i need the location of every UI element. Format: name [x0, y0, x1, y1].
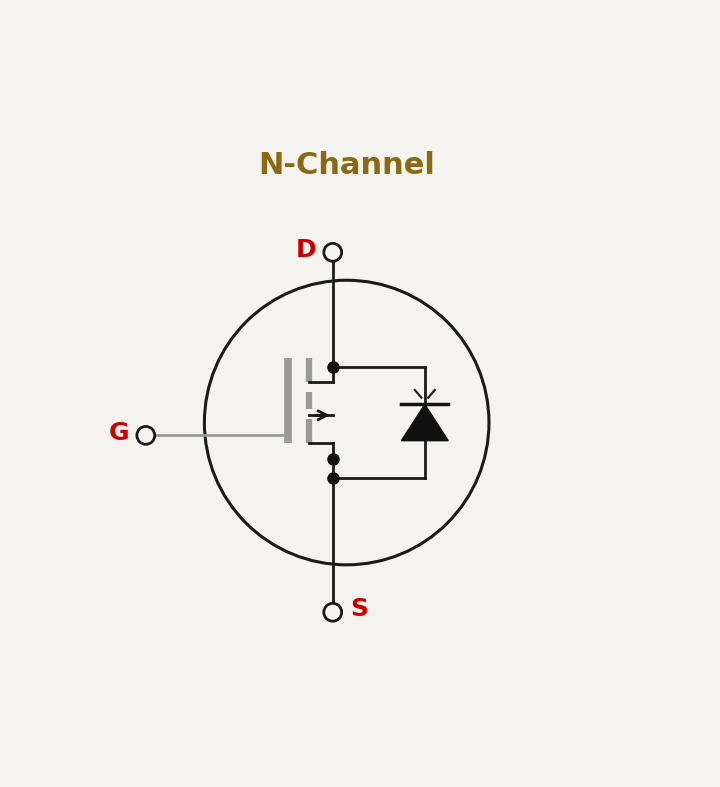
Circle shape [324, 243, 342, 261]
Circle shape [137, 427, 155, 445]
Circle shape [324, 604, 342, 621]
Text: G: G [109, 420, 129, 445]
Text: N-Channel: N-Channel [258, 151, 435, 180]
Text: S: S [351, 597, 369, 622]
Text: D: D [295, 238, 316, 261]
Polygon shape [401, 405, 449, 441]
